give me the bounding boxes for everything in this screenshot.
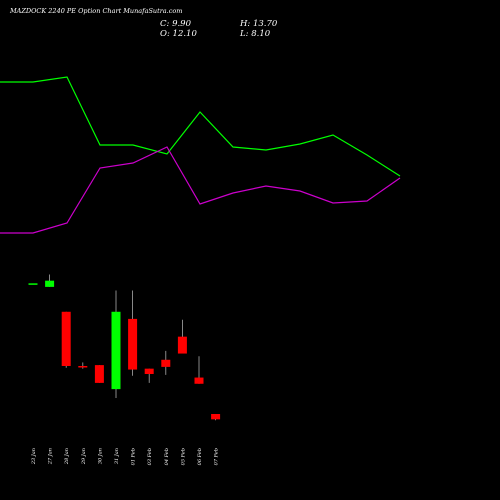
x-tick-label: 06 Feb xyxy=(197,448,203,465)
open-readout: O: 12.10 xyxy=(160,29,197,39)
overlay-line-1 xyxy=(0,76,401,177)
close-readout: C: 9.90 xyxy=(160,19,192,29)
candle-body xyxy=(94,365,104,383)
candle-body xyxy=(177,336,187,354)
chart-title: MAZDOCK 2240 PE Option Chart MunafaSutra… xyxy=(9,7,182,15)
overlay-lines xyxy=(0,76,401,234)
x-tick-label: 05 Feb xyxy=(180,448,186,465)
candle-body xyxy=(45,280,55,287)
candle-body xyxy=(111,311,121,390)
x-tick-label: 04 Feb xyxy=(164,448,170,465)
candle-body xyxy=(78,366,88,368)
overlay-line-2 xyxy=(0,146,401,234)
x-tick-label: 03 Feb xyxy=(147,448,153,465)
x-tick-label: 23 Jan xyxy=(31,448,37,465)
x-tick-label: 01 Feb xyxy=(131,448,137,465)
candles xyxy=(28,274,221,421)
x-tick-label: 07 Feb xyxy=(214,448,220,465)
high-readout: H: 13.70 xyxy=(239,19,278,29)
x-axis-labels: 23 Jan 27 Jan 28 Jan 29 Jan 30 Jan 31 Jan 01 F… xyxy=(31,448,220,465)
low-readout: L: 8.10 xyxy=(239,29,271,39)
candle-body xyxy=(161,359,171,367)
x-tick-label: 27 Jan xyxy=(48,448,54,465)
candle-body xyxy=(128,318,138,370)
candle-body xyxy=(28,283,38,285)
candle-body xyxy=(194,377,204,384)
candle-body xyxy=(61,311,71,366)
candle-body xyxy=(211,414,221,420)
candle-body xyxy=(144,368,154,374)
x-tick-label: 30 Jan xyxy=(97,448,103,464)
x-tick-label: 31 Jan xyxy=(114,448,120,464)
x-tick-label: 29 Jan xyxy=(81,448,87,465)
x-tick-label: 28 Jan xyxy=(64,448,70,465)
